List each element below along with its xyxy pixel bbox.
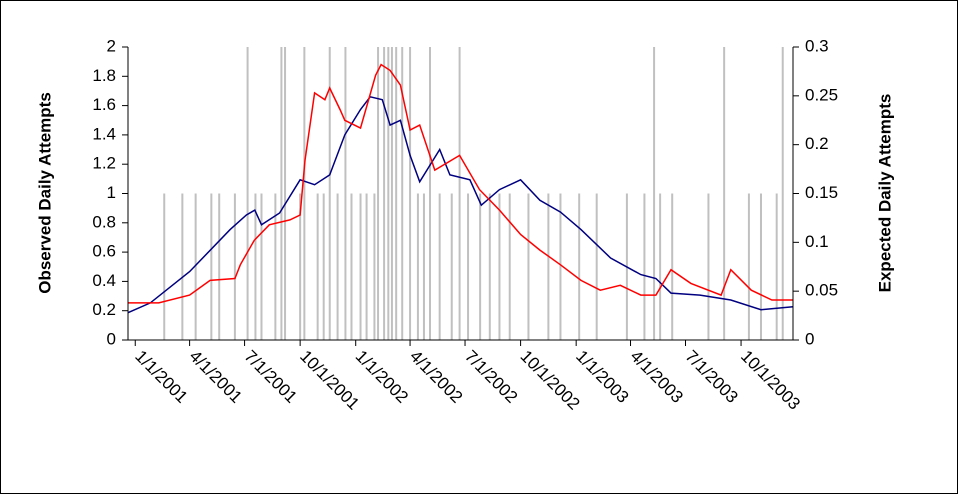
y-tick-label: 1 xyxy=(107,183,116,202)
y-axis-title: Observed Daily Attempts xyxy=(35,92,54,294)
line-series xyxy=(128,63,793,304)
line-series xyxy=(127,95,794,314)
y-tick-label: 0.2 xyxy=(92,300,116,319)
y2-tick-label: 0.05 xyxy=(805,281,838,300)
y2-tick-label: 0.2 xyxy=(805,134,829,153)
y2-tick-label: 0.25 xyxy=(805,85,838,104)
y2-tick-label: 0.1 xyxy=(805,232,829,251)
y-tick-label: 2 xyxy=(107,36,116,55)
y2-tick-label: 0.3 xyxy=(805,36,829,55)
y2-tick-label: 0.15 xyxy=(805,183,838,202)
y-tick-label: 0.6 xyxy=(92,242,116,261)
y-tick-label: 1.6 xyxy=(92,95,116,114)
y-tick-label: 1.4 xyxy=(92,124,116,143)
y-tick-label: 0 xyxy=(107,329,116,348)
y2-axis-title: Expected Daily Attempts xyxy=(875,94,894,293)
y-tick-label: 0.4 xyxy=(92,271,116,290)
y-tick-label: 1.8 xyxy=(92,66,116,85)
y-tick-label: 1.2 xyxy=(92,154,116,173)
y2-tick-label: 0 xyxy=(805,329,814,348)
y-tick-label: 0.8 xyxy=(92,212,116,231)
